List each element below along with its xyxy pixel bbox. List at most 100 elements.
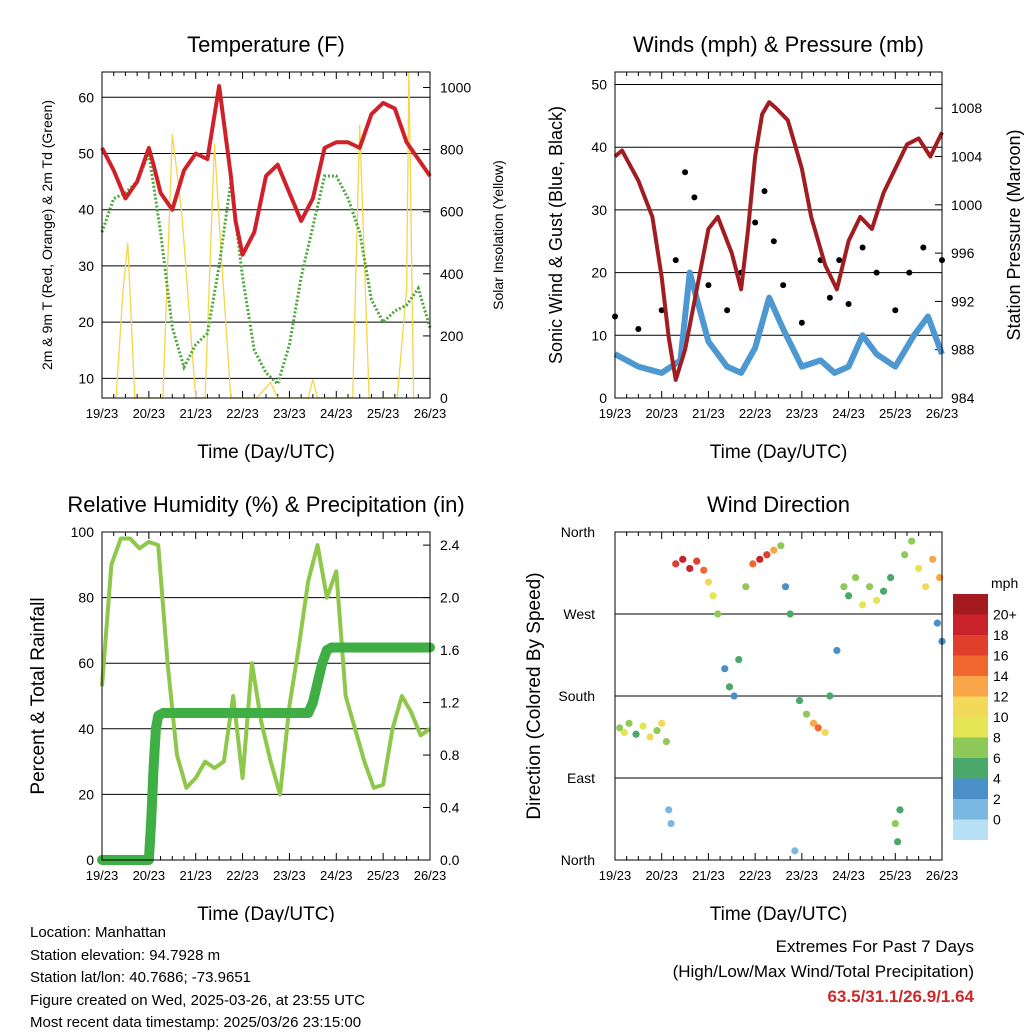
x-tick-label: 22/23 — [226, 868, 259, 883]
y-tick-label: North — [561, 852, 595, 868]
direction-point — [653, 727, 661, 735]
colorbar-swatch — [953, 635, 988, 656]
y-tick-label: 60 — [78, 89, 94, 105]
gust-point — [658, 307, 665, 314]
x-tick-label: 26/23 — [414, 868, 447, 883]
direction-point — [616, 724, 624, 732]
extremes-subtitle: (High/Low/Max Wind/Total Precipitation) — [672, 962, 974, 981]
colorbar-swatch — [953, 676, 988, 697]
direction-point — [665, 806, 673, 814]
y2-tick-label: 992 — [951, 293, 975, 309]
y-tick-label: 50 — [78, 146, 94, 162]
x-tick-label: 21/23 — [692, 406, 725, 421]
x-tick-label: 25/23 — [367, 406, 400, 421]
y2-tick-label: 0.0 — [440, 852, 460, 868]
x-tick-label: 19/23 — [599, 868, 632, 883]
colorbar-label: 18 — [993, 627, 1009, 643]
x-tick-label: 23/23 — [786, 406, 819, 421]
x-tick-label: 25/23 — [879, 868, 912, 883]
y-tick-label: 100 — [71, 524, 95, 540]
direction-point — [686, 564, 694, 573]
x-tick-label: 20/23 — [645, 868, 678, 883]
x-tick-label: 23/23 — [273, 406, 306, 421]
direction-point — [826, 692, 834, 700]
x-tick-label: 22/23 — [739, 406, 772, 421]
colorbar-swatch — [953, 758, 988, 779]
direction-point — [763, 551, 771, 559]
gust-point — [705, 282, 712, 289]
colorbar-swatch — [953, 778, 988, 799]
colorbar-swatch — [953, 696, 988, 717]
direction-point — [891, 819, 899, 828]
y-tick-label: 0 — [86, 852, 94, 868]
plot-frame — [101, 531, 431, 861]
direction-point — [840, 583, 848, 591]
series-dewpoint — [100, 147, 432, 387]
x-tick-label: 20/23 — [133, 868, 166, 883]
plot-frame — [101, 71, 431, 399]
gust-point — [635, 326, 642, 333]
x-tick-label: 26/23 — [414, 406, 447, 421]
direction-point — [865, 583, 874, 591]
direction-point — [809, 719, 818, 727]
direction-point — [620, 728, 628, 737]
direction-point — [756, 555, 764, 563]
y2-tick-label: 996 — [951, 245, 975, 261]
y-tick-label: 50 — [591, 77, 607, 93]
colorbar-label: 12 — [993, 689, 1009, 705]
gust-point — [845, 300, 852, 307]
panel-title: Relative Humidity (%) & Precipitation (i… — [67, 492, 464, 517]
colorbar-label: 20+ — [993, 607, 1017, 623]
direction-point — [662, 737, 670, 746]
colorbar-label: 0 — [993, 812, 1001, 828]
direction-point — [639, 722, 647, 730]
latlon-text: Station lat/lon: 40.7686; -73.9651 — [30, 969, 252, 987]
gust-point — [691, 194, 698, 201]
colorbar-label: 16 — [993, 648, 1009, 664]
y-tick-label: 80 — [78, 590, 94, 606]
direction-point — [933, 619, 941, 627]
y-tick-label: West — [563, 606, 595, 622]
direction-point — [814, 724, 822, 732]
y-axis-label: Sonic Wind & Gust (Blue, Black) — [546, 106, 566, 364]
colorbar-swatch — [953, 799, 988, 820]
y-tick-label: 60 — [78, 655, 94, 671]
direction-point — [730, 692, 738, 700]
colorbar-label: 14 — [993, 668, 1009, 684]
colorbar-label: 4 — [993, 771, 1001, 787]
x-tick-label: 25/23 — [879, 406, 912, 421]
colorbar-swatch — [953, 819, 988, 840]
station-info: Location: Manhattan Station elevation: 9… — [30, 922, 365, 1035]
y2-tick-label: 600 — [440, 204, 464, 220]
direction-point — [700, 566, 708, 574]
y-tick-label: East — [567, 770, 595, 786]
series-station-pressure — [613, 100, 944, 382]
y2-tick-label: 1.2 — [440, 695, 460, 711]
colorbar-title: mph — [991, 575, 1018, 591]
colorbar-label: 10 — [993, 709, 1009, 725]
direction-point — [791, 847, 799, 855]
direction-point — [725, 683, 734, 691]
x-tick-label: 25/23 — [367, 868, 400, 883]
y2-tick-label: 0.8 — [440, 747, 460, 763]
x-tick-label: 19/23 — [86, 406, 119, 421]
direction-point — [742, 583, 750, 591]
y2-tick-label: 984 — [951, 390, 975, 406]
gust-point — [836, 257, 843, 264]
direction-point — [709, 592, 717, 600]
y2-tick-label: 2.0 — [440, 590, 460, 606]
y2-tick-label: 400 — [440, 266, 464, 282]
y-tick-label: 30 — [78, 258, 94, 274]
panel-temperature: Temperature (F) Time (Day/UTC) 19/23 20/23 2… — [39, 32, 506, 463]
direction-point — [625, 719, 633, 727]
direction-point — [833, 646, 841, 655]
y2-tick-label: 1004 — [951, 149, 982, 165]
direction-point — [851, 573, 860, 582]
y-tick-label: 20 — [591, 265, 607, 281]
direction-point — [896, 806, 904, 814]
extremes-title: Extremes For Past 7 Days — [775, 937, 974, 956]
y-axis-label: Direction (Colored By Speed) — [524, 572, 545, 819]
direction-point — [672, 560, 680, 568]
x-tick-label: 22/23 — [226, 406, 259, 421]
